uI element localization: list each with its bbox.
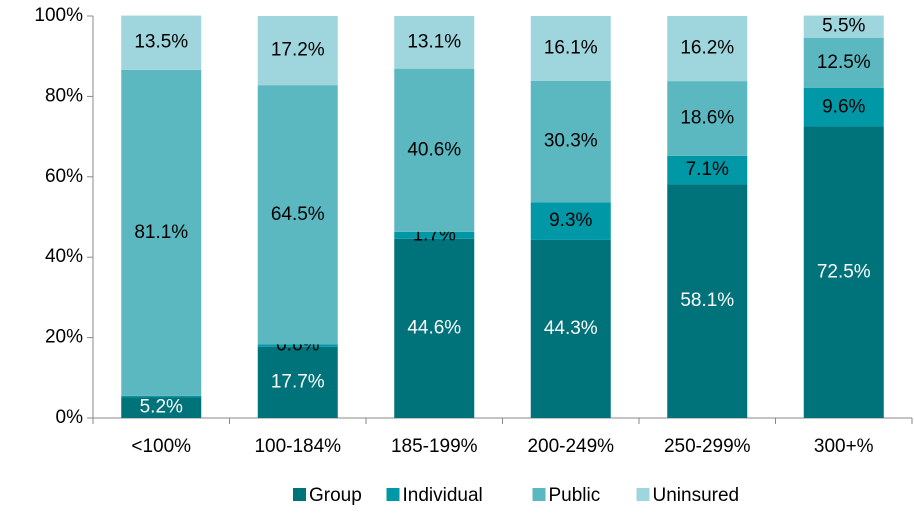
data-label: 5.5% <box>822 16 865 37</box>
data-label: 44.3% <box>544 318 598 339</box>
bar-segment <box>667 155 748 185</box>
bar-segment <box>667 81 748 156</box>
data-label: 12.5% <box>817 52 871 73</box>
legend-swatch <box>386 488 400 501</box>
bar-segment <box>667 184 748 418</box>
data-label: 13.1% <box>407 31 461 52</box>
bar-segment <box>803 15 884 38</box>
data-label: 58.1% <box>680 290 734 311</box>
bar-segment <box>530 239 611 418</box>
data-label: 16.1% <box>544 37 598 58</box>
bar-segment <box>803 37 884 88</box>
legend-swatch <box>293 488 306 501</box>
bar-segment <box>257 346 338 418</box>
y-tick-label: 100% <box>34 5 83 26</box>
data-label: 5.2% <box>140 397 183 418</box>
x-tick-label: <100% <box>131 436 191 457</box>
legend-swatch <box>532 488 546 501</box>
bar-segment <box>121 69 202 396</box>
y-tick-label: 20% <box>45 327 83 348</box>
data-label: 81.1% <box>134 222 188 243</box>
x-tick-label: 200-249% <box>527 436 614 457</box>
legend-label: Uninsured <box>653 485 740 506</box>
bar-segment <box>530 80 611 203</box>
bar-segment <box>121 397 202 418</box>
y-tick-label: 0% <box>56 407 84 428</box>
data-label: 16.2% <box>680 38 734 59</box>
bar-segment <box>394 68 475 232</box>
y-tick-label: 40% <box>45 246 83 267</box>
bar-segment <box>803 126 884 419</box>
bar-segment <box>803 87 884 127</box>
data-label: 72.5% <box>817 261 871 282</box>
legend-label: Group <box>309 485 362 506</box>
bar-segment <box>530 16 611 81</box>
data-label: 17.2% <box>271 40 325 61</box>
legend-label: Public <box>549 485 601 506</box>
bar-segment <box>257 344 338 347</box>
x-tick-label: 100-184% <box>254 436 341 457</box>
data-label: 9.6% <box>822 96 865 117</box>
data-label: 9.3% <box>549 210 592 231</box>
data-label: 40.6% <box>407 139 461 160</box>
bar-segment <box>394 16 475 69</box>
bar-segment <box>394 238 475 418</box>
bar-segment <box>257 16 338 86</box>
bar-segment <box>121 395 202 398</box>
bar-segment <box>530 202 611 240</box>
data-label: 18.6% <box>680 108 734 129</box>
data-label: 44.6% <box>407 317 461 338</box>
bar-segment <box>257 85 338 345</box>
bar-segment <box>394 231 475 239</box>
data-label: 30.3% <box>544 131 598 152</box>
y-tick-label: 80% <box>45 85 83 106</box>
bar-segment <box>121 15 202 70</box>
x-tick-label: 300+% <box>814 436 874 457</box>
data-label: 17.7% <box>271 371 325 392</box>
legend-swatch <box>636 488 650 501</box>
legend-label: Individual <box>403 485 483 506</box>
bar-segment <box>667 16 748 82</box>
data-label: 64.5% <box>271 204 325 225</box>
x-tick-label: 185-199% <box>391 436 478 457</box>
x-tick-label: 250-299% <box>664 436 751 457</box>
data-label: 7.1% <box>686 159 729 180</box>
y-tick-label: 60% <box>45 166 83 187</box>
data-label: 13.5% <box>134 32 188 53</box>
